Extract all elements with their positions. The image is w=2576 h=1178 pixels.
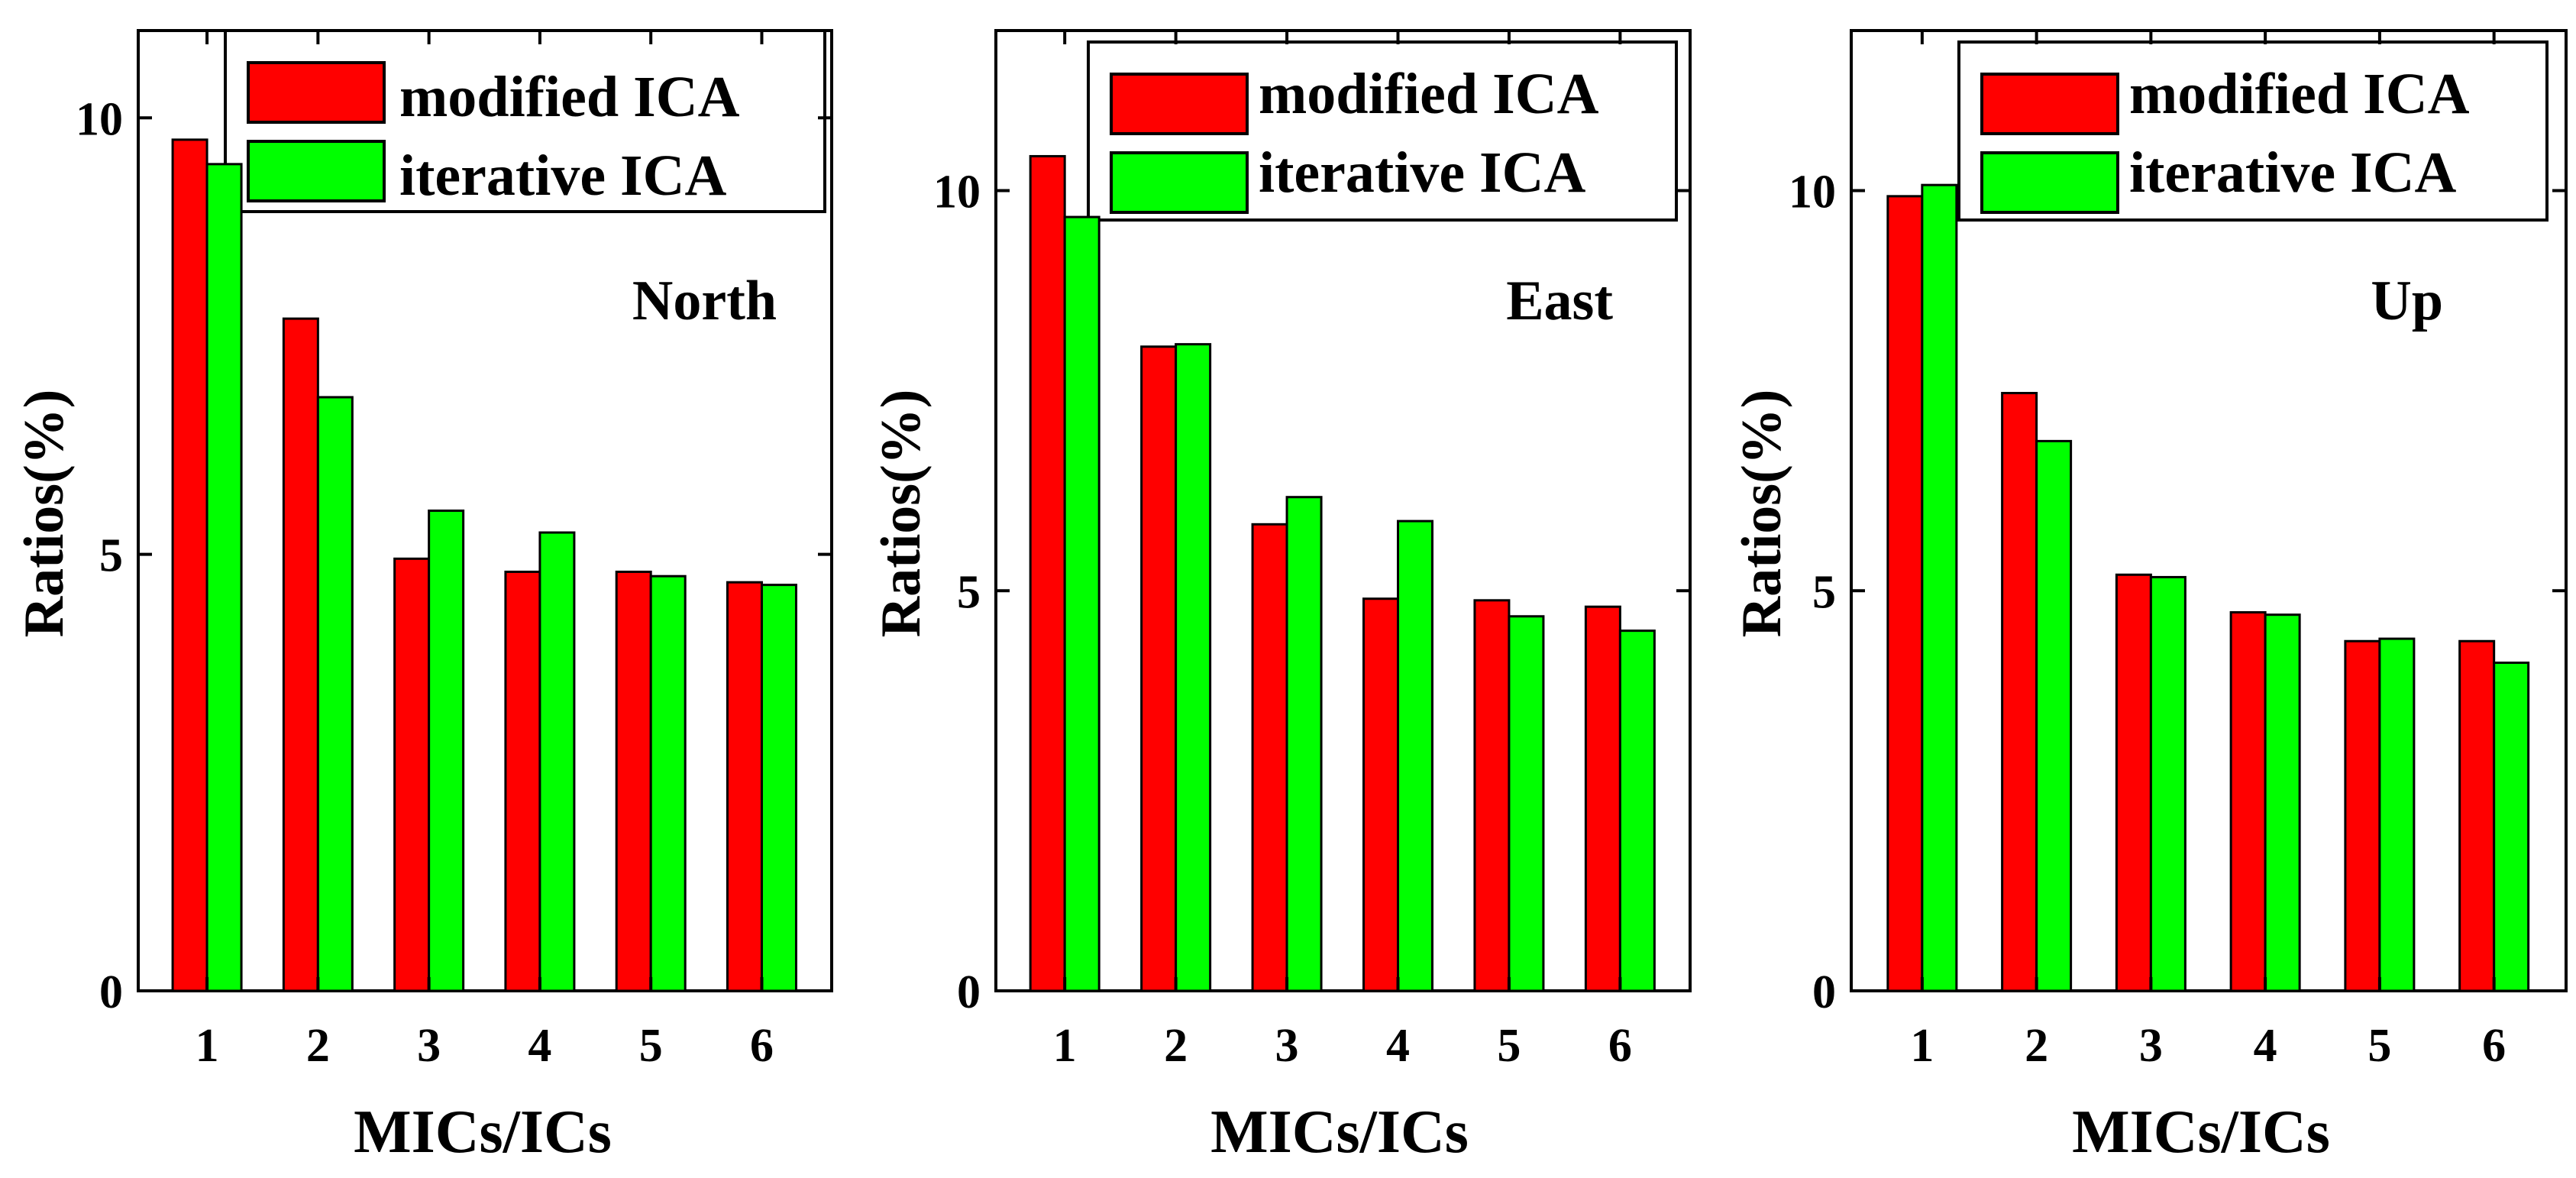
panel-label-east: East — [1506, 270, 1613, 332]
x-tick-label: 3 — [2139, 1020, 2163, 1072]
y-axis-label: Ratios(%) — [13, 390, 76, 638]
bar-iterative-5 — [649, 574, 687, 992]
bar-modified-1 — [1029, 154, 1066, 992]
bar-modified-1 — [1886, 195, 1924, 992]
bar-modified-6 — [2458, 639, 2496, 992]
bar-modified-2 — [282, 317, 319, 992]
legend-label-iterative: iterative ICA — [2129, 141, 2457, 205]
bar-modified-6 — [726, 581, 763, 992]
bar-modified-2 — [2001, 392, 2038, 992]
y-tick-label: 0 — [957, 966, 981, 1018]
x-tick-label: 2 — [306, 1020, 330, 1072]
y-axis-label: Ratios(%) — [1731, 390, 1793, 638]
legend-label-modified: modified ICA — [399, 65, 740, 129]
legend-label-modified: modified ICA — [1259, 62, 1599, 126]
y-tick-label: 10 — [76, 93, 123, 145]
bar-iterative-6 — [2493, 662, 2530, 992]
bar-iterative-1 — [1921, 183, 1958, 992]
x-tick-label: 4 — [528, 1020, 551, 1072]
bar-modified-1 — [171, 138, 208, 992]
bar-modified-3 — [1251, 523, 1288, 992]
bar-modified-2 — [1140, 345, 1178, 992]
bar-iterative-6 — [760, 584, 797, 992]
bar-iterative-1 — [205, 163, 243, 992]
bar-iterative-4 — [1396, 519, 1433, 992]
y-tick-label: 5 — [957, 566, 981, 618]
x-tick-label: 5 — [639, 1020, 663, 1072]
y-tick-label: 0 — [1812, 966, 1836, 1018]
legend-label-iterative: iterative ICA — [1259, 141, 1586, 205]
bar-iterative-2 — [2035, 439, 2073, 992]
x-tick-label: 3 — [1275, 1020, 1299, 1072]
y-tick-label: 10 — [1789, 167, 1836, 218]
east-panel: Ratios(%) MICs/ICs East modified ICA ite… — [870, 29, 1692, 1166]
x-tick-label: 5 — [1497, 1020, 1521, 1072]
bar-modified-4 — [2229, 611, 2267, 992]
x-tick-label: 2 — [1164, 1020, 1188, 1072]
y-axis-label: Ratios(%) — [870, 390, 932, 638]
x-tick-label: 3 — [417, 1020, 441, 1072]
panel-label-north: North — [632, 270, 777, 332]
x-tick-label: 6 — [2482, 1020, 2506, 1072]
bar-modified-4 — [1362, 597, 1399, 992]
x-axis-label: MICs/ICs — [1210, 1099, 1469, 1166]
bar-modified-5 — [2344, 639, 2381, 992]
legend-swatch-modified — [1980, 73, 2119, 135]
bar-iterative-5 — [2378, 637, 2416, 992]
y-tick-label: 10 — [933, 167, 981, 218]
x-tick-label: 6 — [750, 1020, 774, 1072]
x-tick-label: 5 — [2368, 1020, 2391, 1072]
bar-modified-3 — [2115, 573, 2152, 992]
legend-label-iterative: iterative ICA — [399, 144, 727, 208]
bar-modified-5 — [1473, 599, 1511, 992]
legend-swatch-iterative — [1980, 151, 2119, 214]
north-panel: Ratios(%) MICs/ICs North modified ICA it… — [13, 29, 833, 1166]
x-tick-label: 1 — [1910, 1020, 1934, 1072]
x-axis-label: MICs/ICs — [354, 1099, 612, 1166]
panel-label-up: Up — [2371, 270, 2443, 332]
legend-swatch-iterative — [247, 140, 386, 202]
plot-frame — [137, 29, 833, 992]
x-tick-label: 1 — [196, 1020, 219, 1072]
bar-iterative-3 — [428, 510, 465, 992]
bar-modified-3 — [393, 557, 431, 992]
x-tick-label: 2 — [2025, 1020, 2048, 1072]
y-tick-label: 0 — [99, 966, 123, 1018]
plot-frame — [1850, 29, 2568, 992]
bar-iterative-4 — [2264, 613, 2301, 992]
bar-iterative-2 — [1175, 343, 1212, 992]
bar-modified-5 — [615, 570, 652, 992]
legend-swatch-iterative — [1110, 151, 1249, 214]
x-tick-label: 1 — [1053, 1020, 1077, 1072]
bar-iterative-3 — [2149, 575, 2187, 992]
legend-label-modified: modified ICA — [2129, 62, 2470, 126]
bar-iterative-3 — [1285, 496, 1323, 992]
legend-swatch-modified — [1110, 73, 1249, 135]
x-tick-label: 6 — [1608, 1020, 1632, 1072]
legend-swatch-modified — [247, 61, 386, 124]
y-tick-label: 5 — [1812, 566, 1836, 618]
bar-iterative-1 — [1063, 215, 1101, 992]
x-axis-label: MICs/ICs — [2072, 1099, 2330, 1166]
bar-modified-6 — [1584, 605, 1621, 992]
bar-iterative-4 — [538, 531, 576, 992]
y-tick-label: 5 — [99, 530, 123, 582]
bar-iterative-5 — [1508, 615, 1545, 992]
bar-iterative-6 — [1618, 629, 1656, 992]
bar-modified-4 — [504, 570, 541, 992]
plot-frame — [994, 29, 1692, 992]
x-tick-label: 4 — [2254, 1020, 2277, 1072]
up-panel: Ratios(%) MICs/ICs Up modified ICA itera… — [1731, 29, 2568, 1166]
bar-iterative-2 — [316, 396, 354, 992]
x-tick-label: 4 — [1386, 1020, 1410, 1072]
